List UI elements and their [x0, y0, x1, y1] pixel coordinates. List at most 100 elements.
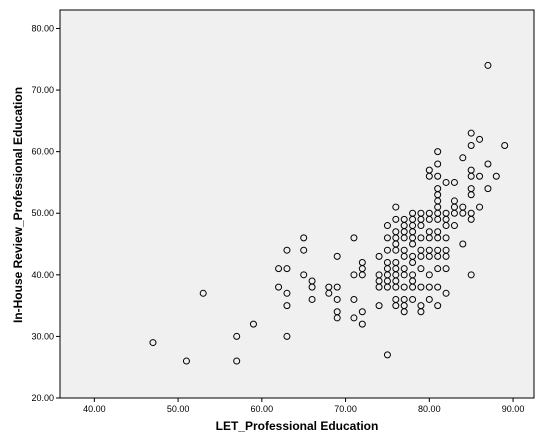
- data-point: [350, 234, 358, 242]
- data-point: [375, 283, 383, 291]
- data-point: [442, 289, 450, 297]
- data-point: [358, 271, 366, 279]
- data-point: [425, 234, 433, 242]
- data-point: [199, 289, 207, 297]
- data-point: [450, 178, 458, 186]
- y-axis-ticks: 20.00 30.00 40.00 50.00 60.00 70.00 80.00: [31, 23, 60, 403]
- data-point: [434, 172, 442, 180]
- data-point: [492, 172, 500, 180]
- data-point: [383, 246, 391, 254]
- x-tick-label: 60.00: [251, 404, 274, 414]
- data-point: [383, 222, 391, 230]
- data-point: [283, 302, 291, 310]
- data-point: [333, 295, 341, 303]
- data-point: [308, 283, 316, 291]
- data-point: [350, 295, 358, 303]
- data-point: [333, 283, 341, 291]
- data-point: [383, 234, 391, 242]
- data-point: [400, 271, 408, 279]
- data-point: [434, 283, 442, 291]
- data-point: [233, 332, 241, 340]
- data-point: [450, 209, 458, 217]
- data-point: [425, 172, 433, 180]
- data-point: [249, 320, 257, 328]
- data-point: [467, 271, 475, 279]
- data-point: [350, 314, 358, 322]
- y-tick-label: 20.00: [31, 393, 54, 403]
- data-point: [476, 172, 484, 180]
- x-tick-label: 40.00: [83, 404, 106, 414]
- data-point: [283, 289, 291, 297]
- data-point: [275, 283, 283, 291]
- data-point: [400, 252, 408, 260]
- data-point: [434, 265, 442, 273]
- data-point: [400, 308, 408, 316]
- data-point: [383, 283, 391, 291]
- data-point: [392, 215, 400, 223]
- data-point: [434, 215, 442, 223]
- data-point: [417, 234, 425, 242]
- data-point: [149, 339, 157, 347]
- y-tick-label: 80.00: [31, 23, 54, 33]
- data-point: [375, 252, 383, 260]
- data-point: [450, 222, 458, 230]
- data-point: [467, 129, 475, 137]
- data-point: [358, 308, 366, 316]
- data-point: [442, 265, 450, 273]
- data-point: [358, 320, 366, 328]
- data-point: [434, 160, 442, 168]
- x-axis-ticks: 40.00 50.00 60.00 70.00 80.00 90.00: [83, 398, 524, 414]
- data-point: [409, 259, 417, 267]
- data-point: [484, 61, 492, 69]
- data-point: [283, 332, 291, 340]
- data-point: [283, 265, 291, 273]
- data-point: [434, 234, 442, 242]
- x-tick-label: 80.00: [418, 404, 441, 414]
- x-tick-label: 90.00: [502, 404, 525, 414]
- data-point: [300, 271, 308, 279]
- y-tick-label: 40.00: [31, 270, 54, 280]
- data-point: [425, 252, 433, 260]
- data-point: [442, 222, 450, 230]
- data-point: [467, 172, 475, 180]
- x-axis-title: LET_Professional Education: [216, 419, 379, 433]
- data-point: [467, 191, 475, 199]
- data-point: [417, 283, 425, 291]
- data-point: [375, 302, 383, 310]
- data-point: [392, 283, 400, 291]
- data-point: [476, 135, 484, 143]
- data-point: [425, 283, 433, 291]
- data-point: [459, 240, 467, 248]
- data-point: [417, 252, 425, 260]
- data-point: [325, 289, 333, 297]
- data-point: [425, 271, 433, 279]
- data-point: [467, 141, 475, 149]
- data-point: [425, 295, 433, 303]
- data-point: [484, 160, 492, 168]
- data-point: [409, 240, 417, 248]
- data-point: [459, 209, 467, 217]
- data-point: [442, 234, 450, 242]
- data-point: [417, 222, 425, 230]
- y-tick-label: 70.00: [31, 85, 54, 95]
- data-point: [434, 302, 442, 310]
- data-point: [300, 246, 308, 254]
- data-point: [442, 178, 450, 186]
- data-point: [233, 357, 241, 365]
- data-point: [400, 234, 408, 242]
- data-point: [459, 154, 467, 162]
- data-point: [392, 246, 400, 254]
- x-tick-label: 50.00: [167, 404, 190, 414]
- data-point: [308, 295, 316, 303]
- y-tick-label: 30.00: [31, 331, 54, 341]
- data-point: [417, 308, 425, 316]
- data-point: [333, 314, 341, 322]
- data-point: [476, 203, 484, 211]
- data-point: [333, 252, 341, 260]
- data-point: [275, 265, 283, 273]
- data-point: [409, 283, 417, 291]
- data-point: [434, 148, 442, 156]
- data-points: [149, 61, 509, 365]
- data-point: [417, 265, 425, 273]
